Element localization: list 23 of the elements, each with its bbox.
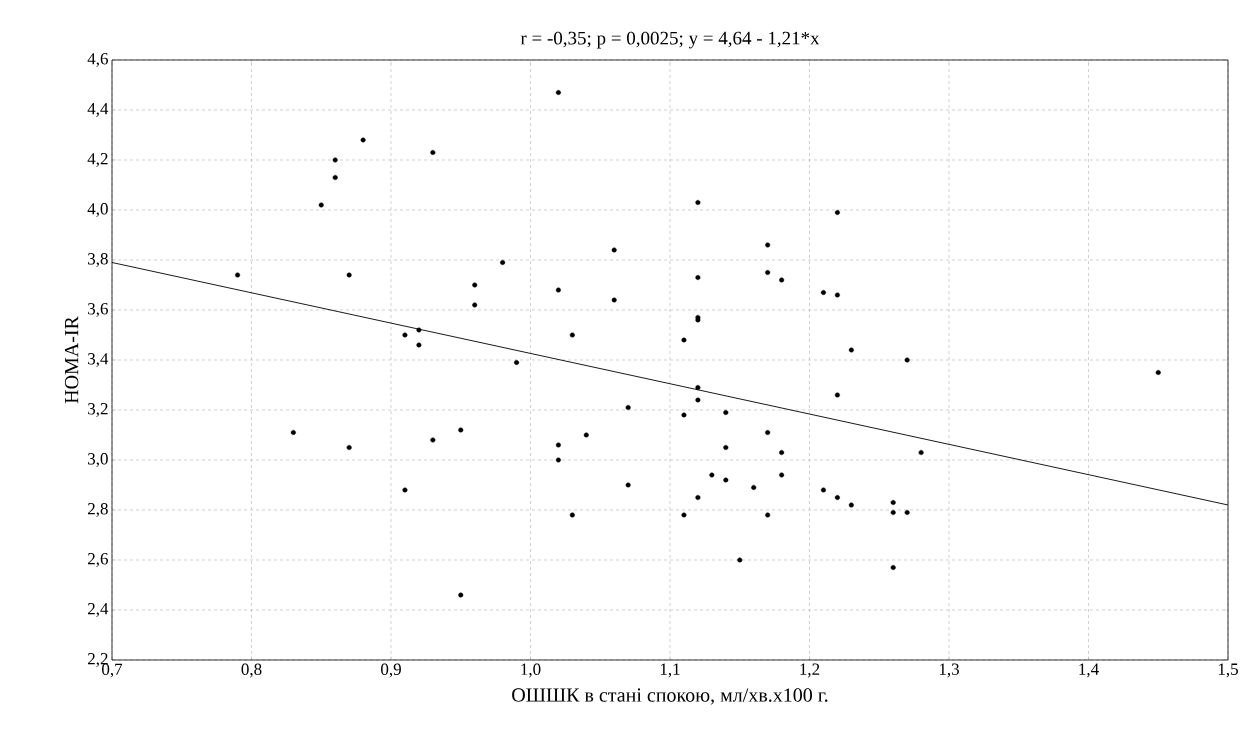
y-tick-label: 4,2 <box>87 153 108 167</box>
y-tick-label: 4,6 <box>87 53 108 67</box>
x-tick-label: 0,9 <box>381 663 401 678</box>
y-tick-label: 4,4 <box>87 103 109 117</box>
x-tick-label: 1,1 <box>660 663 680 678</box>
x-tick-label: 1,0 <box>521 663 541 678</box>
y-tick-label: 2,4 <box>87 603 109 617</box>
y-tick-label: 2,8 <box>87 503 108 517</box>
x-tick-label: 1,2 <box>800 663 820 678</box>
x-axis-title: ОШШК в стані спокою, мл/хв.х100 г. <box>512 688 828 705</box>
y-axis-title: HOMA-IR <box>64 316 79 404</box>
y-tick-label: 4,0 <box>87 203 108 217</box>
chart-title: r = -0,35; p = 0,0025; y = 4,64 - 1,21*x <box>520 31 820 49</box>
x-tick-label: 1,4 <box>1079 663 1099 678</box>
x-tick-label: 1,3 <box>939 663 959 678</box>
y-tick-label: 3,2 <box>88 403 108 417</box>
x-tick-label: 1,5 <box>1218 663 1238 678</box>
y-tick-label: 2,6 <box>87 553 108 567</box>
y-tick-label: 3,4 <box>88 353 109 367</box>
y-tick-label: 3,6 <box>88 303 108 317</box>
y-tick-label: 3,0 <box>88 453 108 467</box>
x-tick-label: 0,8 <box>241 663 262 678</box>
y-tick-label: 3,8 <box>88 253 108 267</box>
